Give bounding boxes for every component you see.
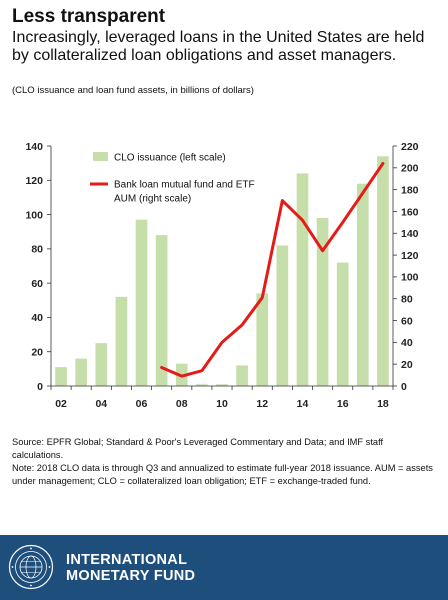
right-tick-label: 80 xyxy=(401,294,413,306)
right-tick-label: 180 xyxy=(401,184,419,196)
organization-name: INTERNATIONAL MONETARY FUND xyxy=(66,552,195,584)
axes xyxy=(50,146,394,387)
footer-banner: INTERNATIONAL MONETARY FUND xyxy=(0,535,448,600)
legend: CLO issuance (left scale) Bank loan mutu… xyxy=(90,152,255,205)
right-tick-label: 120 xyxy=(401,250,419,262)
footnote: Note: 2018 CLO data is through Q3 and an… xyxy=(12,463,433,486)
left-tick-label: 20 xyxy=(31,347,43,359)
x-tick-label: 18 xyxy=(377,398,389,410)
bar-2002 xyxy=(55,367,67,386)
line-series xyxy=(160,161,385,378)
x-tick-label: 02 xyxy=(55,398,67,410)
left-tick-label: 40 xyxy=(31,312,43,324)
chart-units-note: (CLO issuance and loan fund assets, in b… xyxy=(12,85,254,96)
bar-2004 xyxy=(95,343,108,386)
bar-2007 xyxy=(155,235,168,386)
right-tick-label: 200 xyxy=(401,163,419,175)
right-tick-label: 140 xyxy=(401,228,419,240)
left-tick-label: 60 xyxy=(31,278,43,290)
bar-2006 xyxy=(135,219,148,386)
imf-seal-icon xyxy=(8,544,54,590)
left-tick-label: 120 xyxy=(25,175,43,187)
tick-labels: 0204060801001201400204060801001201401601… xyxy=(25,141,418,410)
bar-2003 xyxy=(75,358,88,386)
bar-2009 xyxy=(196,384,208,386)
aum-line xyxy=(160,161,385,378)
x-tick-label: 06 xyxy=(136,398,148,410)
chart-notes: Source: EPFR Global; Standard & Poor's L… xyxy=(12,436,436,488)
bar-2017 xyxy=(356,183,369,386)
bar-series xyxy=(55,156,389,386)
bar-2005 xyxy=(115,296,128,386)
right-tick-label: 20 xyxy=(401,359,413,371)
x-tick-label: 16 xyxy=(337,398,349,410)
legend-bar-swatch xyxy=(93,152,108,161)
legend-bar-label: CLO issuance (left scale) xyxy=(114,153,226,164)
left-tick-label: 0 xyxy=(37,381,43,393)
x-tick-label: 04 xyxy=(95,398,107,410)
organization-name-line-1: INTERNATIONAL xyxy=(66,552,188,568)
chart: 0204060801001201400204060801001201401601… xyxy=(25,141,418,410)
bar-2013 xyxy=(276,245,289,386)
right-tick-label: 100 xyxy=(401,272,419,284)
right-tick-label: 160 xyxy=(401,206,419,218)
left-tick-label: 80 xyxy=(31,244,43,256)
legend-line-label-1: Bank loan mutual fund and ETF xyxy=(114,180,255,191)
x-tick-label: 08 xyxy=(176,398,188,410)
x-tick-label: 14 xyxy=(297,398,309,410)
chart-title: Less transparent xyxy=(12,6,166,27)
bar-2015 xyxy=(316,218,329,386)
x-tick-label: 10 xyxy=(216,398,228,410)
bar-2018 xyxy=(377,156,389,386)
bar-2011 xyxy=(236,365,248,386)
right-tick-label: 220 xyxy=(401,141,419,153)
organization-name-line-2: MONETARY FUND xyxy=(66,568,196,584)
bar-2010 xyxy=(216,384,228,386)
left-tick-label: 100 xyxy=(25,209,43,221)
bar-2012 xyxy=(256,293,269,386)
bar-2016 xyxy=(336,262,349,386)
source-note: Source: EPFR Global; Standard & Poor's L… xyxy=(12,437,384,460)
right-tick-label: 40 xyxy=(401,337,413,349)
right-tick-label: 0 xyxy=(401,381,407,393)
right-tick-label: 60 xyxy=(401,315,413,327)
bar-2014 xyxy=(296,173,309,386)
left-tick-label: 140 xyxy=(25,141,43,153)
chart-subtitle: Increasingly, leveraged loans in the Uni… xyxy=(12,29,425,64)
x-tick-label: 12 xyxy=(256,398,268,410)
legend-line-label-2: AUM (right scale) xyxy=(114,194,191,205)
